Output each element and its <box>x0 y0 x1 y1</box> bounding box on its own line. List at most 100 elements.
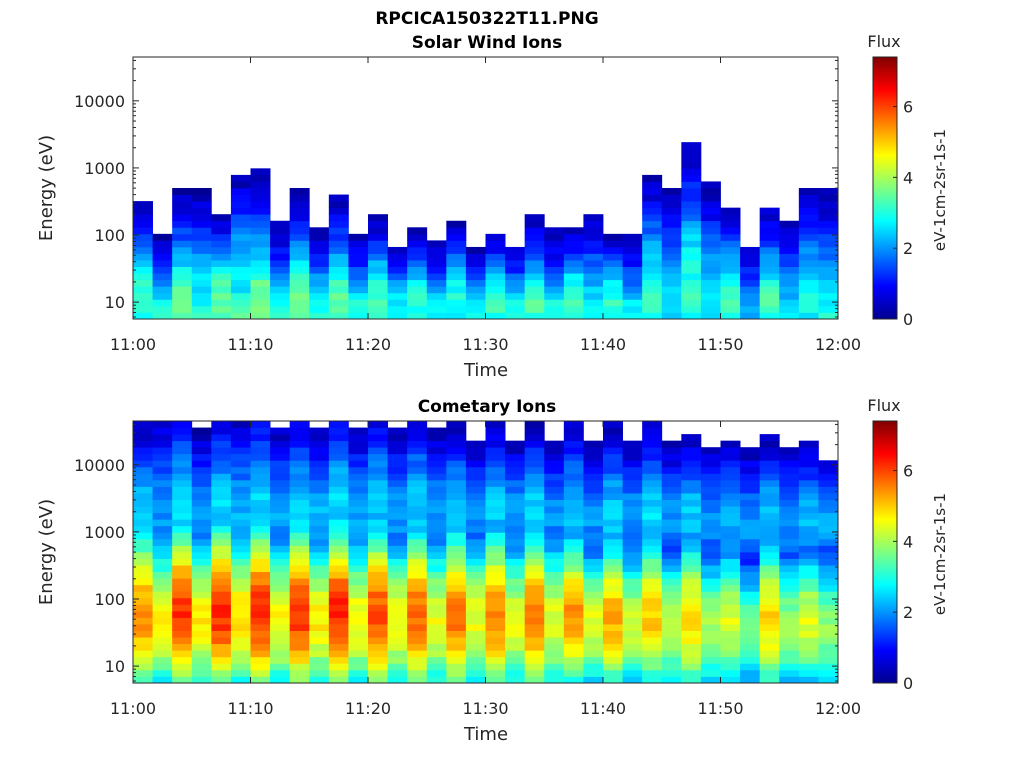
spectrogram-cell <box>661 558 682 566</box>
spectrogram-cell <box>720 447 741 455</box>
spectrogram-cell <box>563 434 584 442</box>
spectrogram-cell <box>211 532 232 540</box>
spectrogram-cell <box>779 597 800 605</box>
spectrogram-cell <box>191 447 212 455</box>
spectrogram-cell <box>622 312 643 320</box>
spectrogram-cell <box>446 273 467 281</box>
spectrogram-cell <box>544 453 565 461</box>
spectrogram-cell <box>368 427 388 435</box>
spectrogram-cell <box>681 669 702 677</box>
spectrogram-cell <box>368 597 388 605</box>
spectrogram-cell <box>779 273 800 281</box>
spectrogram-cell <box>485 246 506 254</box>
spectrogram-cell <box>328 240 349 248</box>
spectrogram-cell <box>700 286 721 294</box>
spectrogram-cell <box>583 578 604 586</box>
spectrogram-cell <box>544 499 565 507</box>
spectrogram-cell <box>289 312 310 320</box>
spectrogram-cell <box>191 194 212 202</box>
spectrogram-cell <box>661 466 682 474</box>
spectrogram-cell <box>172 188 193 195</box>
spectrogram-cell <box>740 669 761 677</box>
spectrogram-cell <box>191 460 212 468</box>
spectrogram-cell <box>720 610 741 618</box>
spectrogram-cell <box>642 421 663 428</box>
spectrogram-cell <box>426 617 447 625</box>
spectrogram-cell <box>505 565 526 573</box>
spectrogram-cell <box>524 558 545 566</box>
spectrogram-cell <box>211 253 232 261</box>
spectrogram-cell <box>250 299 271 307</box>
spectrogram-cell <box>387 253 408 261</box>
spectrogram-cell <box>544 286 565 294</box>
spectrogram-cell <box>485 240 506 248</box>
spectrogram-cell <box>524 266 545 274</box>
spectrogram-cell <box>309 253 330 261</box>
spectrogram-cell <box>798 214 819 222</box>
spectrogram-cell <box>603 650 623 658</box>
spectrogram-cell <box>230 473 251 481</box>
spectrogram-cell <box>779 545 800 553</box>
spectrogram-cell <box>563 545 584 553</box>
spectrogram-cell <box>270 253 291 261</box>
spectrogram-cell <box>661 479 682 487</box>
spectrogram-cell <box>446 630 467 638</box>
spectrogram-cell <box>563 493 584 500</box>
spectrogram-cell <box>172 233 193 241</box>
spectrogram-cell <box>348 597 369 605</box>
spectrogram-cell <box>152 532 173 540</box>
spectrogram-cell <box>661 630 682 638</box>
spectrogram-cell <box>387 597 408 605</box>
spectrogram-cell <box>700 538 721 546</box>
spectrogram-cell <box>681 194 702 202</box>
spectrogram-cell <box>779 525 800 533</box>
spectrogram-cell <box>505 479 526 487</box>
spectrogram-cell <box>759 227 780 235</box>
spectrogram-cell <box>524 246 545 254</box>
spectrogram-cell <box>681 610 702 618</box>
spectrogram-cell <box>759 266 780 274</box>
spectrogram-cell <box>681 486 702 494</box>
spectrogram-cell <box>328 624 349 631</box>
spectrogram-cell <box>505 545 526 553</box>
spectrogram-cell <box>544 545 565 553</box>
spectrogram-cell <box>563 571 584 579</box>
spectrogram-cell <box>152 512 173 520</box>
spectrogram-cell <box>563 427 584 435</box>
spectrogram-cell <box>642 266 663 274</box>
spectrogram-cell <box>172 292 193 300</box>
spectrogram-cell <box>368 578 388 586</box>
spectrogram-cell <box>426 525 447 533</box>
spectrogram-cell <box>191 220 212 228</box>
spectrogram-cell <box>779 617 800 625</box>
spectrogram-cell <box>387 578 408 586</box>
spectrogram-cell <box>133 292 153 300</box>
spectrogram-cell <box>289 525 310 533</box>
spectrogram-cell <box>211 260 232 267</box>
spectrogram-cell <box>426 552 447 559</box>
spectrogram-cell <box>798 578 819 586</box>
spectrogram-cell <box>407 545 428 553</box>
spectrogram-cell <box>426 512 447 520</box>
spectrogram-cell <box>172 650 193 658</box>
spectrogram-cell <box>328 286 349 294</box>
spectrogram-cell <box>426 292 447 300</box>
spectrogram-cell <box>230 565 251 573</box>
spectrogram-cell <box>230 312 251 320</box>
spectrogram-cell <box>563 440 584 448</box>
spectrogram-cell <box>426 656 447 664</box>
spectrogram-cell <box>309 604 330 612</box>
spectrogram-cell <box>603 240 623 248</box>
spectrogram-cell <box>798 532 819 540</box>
spectrogram-cell <box>309 591 330 599</box>
spectrogram-cell <box>172 669 193 677</box>
spectrogram-cell <box>818 473 839 481</box>
spectrogram-cell <box>505 512 526 520</box>
spectrogram-cell <box>152 578 173 586</box>
spectrogram-cell <box>485 643 506 651</box>
spectrogram-cell <box>230 466 251 474</box>
spectrogram-cell <box>681 240 702 248</box>
spectrogram-cell <box>700 545 721 553</box>
spectrogram-cell <box>563 460 584 468</box>
spectrogram-cell <box>563 610 584 618</box>
